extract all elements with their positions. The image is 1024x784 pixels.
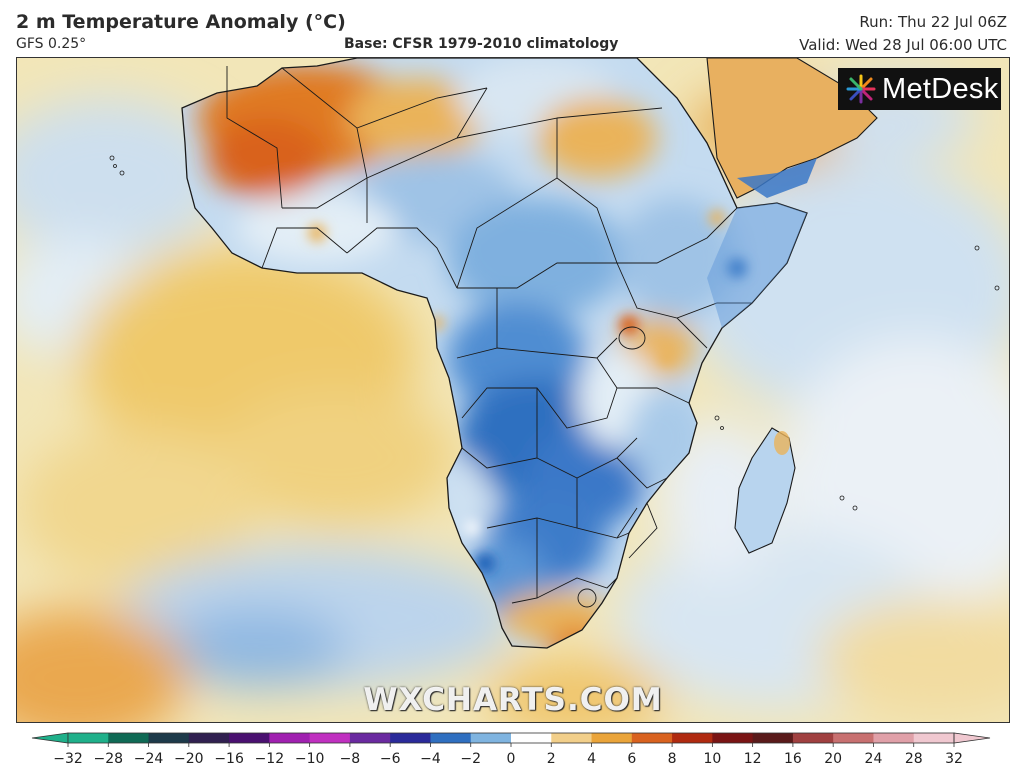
watermark: WXCHARTS.COM [363, 682, 663, 718]
colorbar-tick-label: 6 [627, 751, 636, 767]
colorbar-tick-label: 12 [744, 751, 762, 767]
colorbar-segment [792, 733, 834, 743]
colorbar-tick-label: −20 [174, 751, 204, 767]
colorbar-segment [470, 733, 512, 743]
colorbar-segment [390, 733, 431, 743]
colorbar-tick-label: −16 [214, 751, 244, 767]
colorbar-tick-label: 16 [784, 751, 802, 767]
colorbar-segment [309, 733, 351, 743]
colorbar-tick-label: −12 [255, 751, 285, 767]
colorbar-segment [430, 733, 472, 743]
coastline [181, 58, 808, 649]
madagascar [734, 427, 796, 554]
colorbar-segment [833, 733, 874, 743]
colorbar-segment [349, 733, 391, 743]
colorbar-tick-label: −28 [93, 751, 123, 767]
colorbar-segment [229, 733, 270, 743]
colorbar-segment [511, 733, 552, 743]
logo-text: MetDesk [882, 72, 999, 105]
colorbar-tick-label: −32 [53, 751, 83, 767]
colorbar-segment [108, 733, 150, 743]
colorbar-tick-label: 4 [587, 751, 596, 767]
colorbar-tick-label: 8 [668, 751, 677, 767]
colorbar-tick-label: −24 [134, 751, 164, 767]
colorbar-tick-label: 0 [507, 751, 516, 767]
colorbar-segment [148, 733, 190, 743]
colorbar-tick-label: −8 [340, 751, 361, 767]
colorbar-segment [913, 733, 955, 743]
colorbar-segment [591, 733, 633, 743]
valid-time-label: Valid: Wed 28 Jul 06:00 UTC [799, 36, 1007, 54]
colorbar-segment [873, 733, 915, 743]
map-canvas [17, 58, 1009, 722]
colorbar-tick-label: 28 [905, 751, 923, 767]
chart-title: 2 m Temperature Anomaly (°C) [16, 11, 346, 33]
colorbar-tick-label: −2 [460, 751, 481, 767]
colorbar-tick-label: −4 [420, 751, 441, 767]
colorbar-svg: −32 −28 −24 −20 −16 −12 −10 −8 −6 −4 −2 0 2 4 6 8 10 12 16… [31, 732, 991, 767]
colorbar-extend-low [31, 732, 69, 744]
colorbar-segment [672, 733, 713, 743]
model-label: GFS 0.25° [16, 36, 87, 52]
colorbar-tick-label: −6 [380, 751, 401, 767]
colorbar-tick-label: −10 [295, 751, 325, 767]
ocean-anomaly-field [17, 78, 1009, 722]
country-borders [226, 66, 752, 604]
colorbar-segment [752, 733, 794, 743]
colorbar-tick-label: 20 [824, 751, 842, 767]
metdesk-burst-icon [846, 74, 876, 104]
colorbar-segment [68, 733, 109, 743]
colorbar-tick-label: 24 [865, 751, 883, 767]
base-climatology-label: Base: CFSR 1979-2010 climatology [344, 36, 619, 52]
colorbar-extend-high [953, 732, 991, 744]
lake-victoria [618, 326, 646, 350]
colorbar-segment [712, 733, 754, 743]
colorbar-segment [269, 733, 311, 743]
colorbar-segment [188, 733, 230, 743]
islands [109, 155, 1000, 511]
colorbar-segment [551, 733, 593, 743]
run-time-label: Run: Thu 22 Jul 06Z [859, 13, 1007, 31]
anomaly-map[interactable]: MetDesk WXCHARTS.COM [16, 57, 1010, 723]
colorbar-tick-label: 32 [945, 751, 963, 767]
metdesk-logo: MetDesk [838, 68, 1001, 110]
colorbar-tick-label: 2 [547, 751, 556, 767]
colorbar-tick-label: 10 [703, 751, 721, 767]
colorbar-segment [631, 733, 673, 743]
colorbar-legend: −32 −28 −24 −20 −16 −12 −10 −8 −6 −4 −2 0 2 4 6 8 10 12 16… [30, 731, 992, 781]
